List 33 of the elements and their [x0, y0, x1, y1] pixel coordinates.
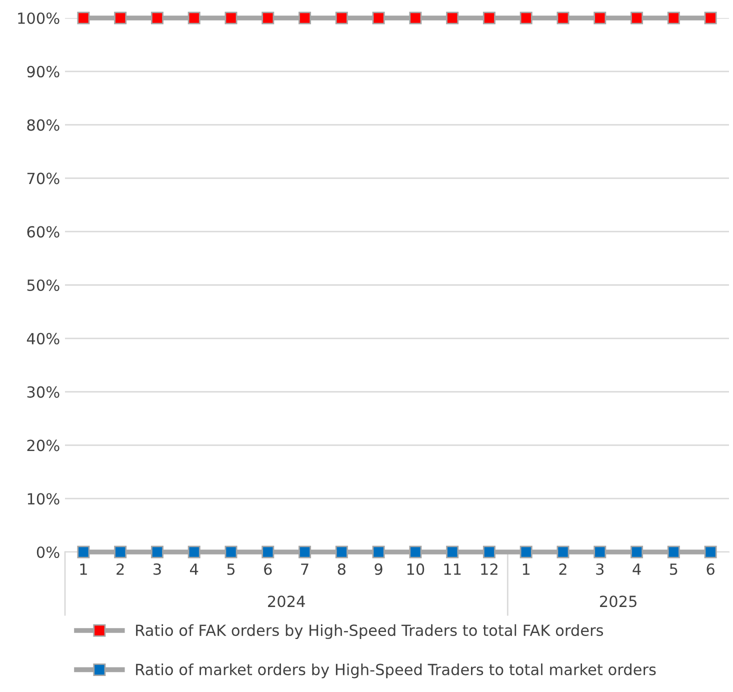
x-tick-label: 3 [596, 563, 604, 575]
y-tick-label: 50% [27, 279, 60, 292]
x-tick-label: 4 [190, 564, 198, 575]
x-tick-label: 11 [444, 564, 461, 575]
x-tick-label: 3 [154, 563, 161, 575]
x-tick-label: 2 [559, 563, 566, 575]
text: 2024 [268, 596, 305, 608]
x-tick-label: 9 [374, 563, 382, 575]
y-tick-label: 0% [36, 546, 60, 558]
x-tick-label: 8 [338, 563, 346, 575]
x-tick-label: 7 [301, 564, 308, 575]
y-tick-label: 90% [27, 66, 60, 78]
x-tick-label: 1 [522, 564, 530, 575]
y-tick-label: 70% [27, 172, 60, 184]
x-tick-label: 12 [481, 563, 498, 575]
y-tick-label: 30% [27, 386, 60, 398]
x-tick-label: 10 [407, 563, 424, 575]
y-tick-label: 100% [18, 12, 60, 24]
x-tick-label: 6 [706, 563, 714, 575]
legend-label: Ratio of market orders by High-Speed Traders to total market orders [136, 663, 656, 678]
y-tick-label: 60% [27, 226, 60, 238]
y-tick-label: 20% [27, 440, 60, 452]
y-tick-label: 80% [27, 119, 60, 131]
x-tick-label: 2 [116, 563, 124, 575]
x-tick-label: 1 [80, 564, 87, 575]
x-tick-label: 5 [670, 564, 678, 575]
x-tick-label: 6 [264, 563, 272, 575]
x-tick-label: 4 [632, 564, 641, 575]
y-tick-label: 10% [28, 493, 60, 505]
y-tick-label: 40% [26, 332, 60, 344]
x-tick-label: 5 [227, 564, 235, 575]
text: 2025 [600, 596, 636, 608]
legend-label: Ratio of FAK orders by High-Speed Traders to total FAK orders [136, 624, 604, 640]
